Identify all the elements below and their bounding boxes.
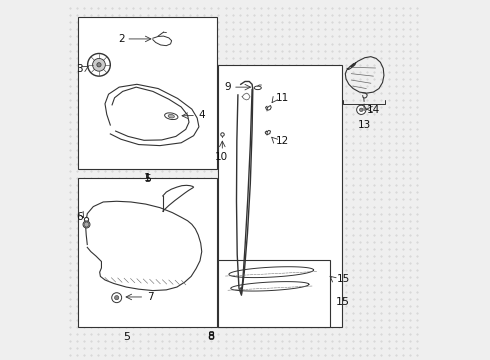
Bar (219, 260, 330, 327)
Text: 10: 10 (214, 152, 227, 162)
Text: 12: 12 (276, 136, 290, 146)
Text: 8: 8 (208, 332, 215, 342)
Text: 15: 15 (337, 274, 350, 284)
Circle shape (115, 296, 119, 300)
Circle shape (97, 63, 101, 67)
Text: 11: 11 (276, 94, 290, 103)
Text: 13: 13 (358, 120, 371, 130)
Circle shape (360, 108, 363, 112)
Bar (78, 17, 217, 169)
Text: 4: 4 (199, 111, 205, 121)
Text: 6: 6 (76, 212, 82, 222)
Text: 8: 8 (208, 331, 215, 341)
Text: 15: 15 (335, 297, 349, 307)
Circle shape (93, 58, 105, 71)
Text: 1: 1 (144, 173, 151, 183)
Bar (78, 178, 217, 327)
Circle shape (112, 293, 122, 303)
Circle shape (357, 105, 366, 114)
Text: 7: 7 (147, 292, 154, 302)
Text: 5: 5 (144, 174, 151, 184)
Ellipse shape (254, 86, 261, 90)
Text: 14: 14 (368, 105, 381, 115)
Text: 2: 2 (118, 34, 124, 44)
Bar (219, 65, 343, 327)
Text: 5: 5 (123, 332, 130, 342)
Ellipse shape (168, 114, 174, 118)
Text: 3: 3 (76, 64, 83, 75)
Ellipse shape (165, 113, 178, 120)
Text: 9: 9 (224, 82, 231, 92)
Circle shape (88, 54, 110, 76)
